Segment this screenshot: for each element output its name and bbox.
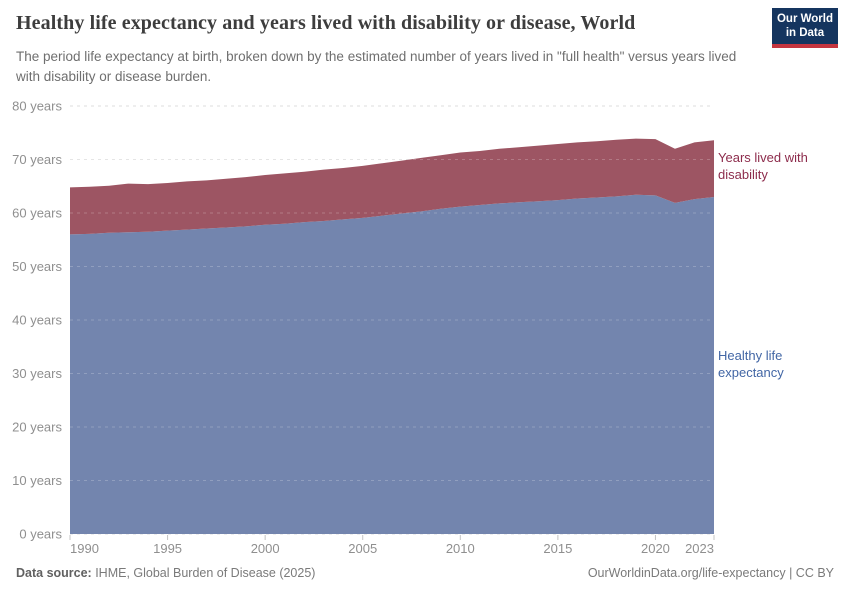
healthy-life-expectancy-area[interactable] — [70, 194, 714, 534]
y-axis-label: 20 years — [12, 420, 62, 435]
license-text: | CC BY — [785, 566, 834, 580]
series-label-healthy-life-expectancy: Healthy life expectancy — [718, 348, 784, 380]
series-label-years-lived-with-disability: Years lived with disability — [718, 150, 808, 182]
x-axis-label: 2010 — [446, 541, 475, 556]
attribution: OurWorldinData.org/life-expectancy | CC … — [588, 566, 834, 580]
data-source-label: Data source: — [16, 566, 92, 580]
page-title: Healthy life expectancy and years lived … — [16, 12, 636, 34]
y-axis-label: 80 years — [12, 99, 62, 114]
x-axis-label: 2015 — [543, 541, 572, 556]
x-axis-label: 1990 — [70, 541, 99, 556]
owid-logo-line1: Our World — [776, 12, 833, 25]
y-axis-label: 30 years — [12, 366, 62, 381]
y-axis-label: 40 years — [12, 313, 62, 328]
data-source-note: Data source: IHME, Global Burden of Dise… — [16, 566, 315, 580]
x-axis-label: 2000 — [251, 541, 280, 556]
x-axis-label: 2005 — [348, 541, 377, 556]
data-source-text: IHME, Global Burden of Disease (2025) — [91, 566, 316, 580]
owid-logo-line2: in Data — [785, 27, 825, 39]
y-axis-label: 10 years — [12, 473, 62, 488]
y-axis-label: 50 years — [12, 259, 62, 274]
owid-logo-text: Our World in Data — [777, 12, 833, 41]
x-axis-label: 1995 — [153, 541, 182, 556]
chart-subtitle: The period life expectancy at birth, bro… — [16, 49, 737, 84]
x-axis-label: 2020 — [641, 541, 670, 556]
owid-logo[interactable]: Our World in Data — [772, 8, 838, 48]
stacked-area-chart[interactable]: 0 years 10 years 20 years 30 years 40 years 5… — [0, 95, 850, 560]
chart-footer: Data source: IHME, Global Burden of Dise… — [16, 566, 834, 580]
owid-url-link[interactable]: OurWorldinData.org/life-expectancy — [587, 566, 786, 580]
y-axis-label: 70 years — [12, 152, 62, 167]
y-axis-label: 0 years — [19, 527, 62, 542]
x-axis-label: 2023 — [685, 541, 714, 556]
years-lived-with-disability-area[interactable] — [70, 138, 714, 235]
y-axis-label: 60 years — [12, 206, 62, 221]
